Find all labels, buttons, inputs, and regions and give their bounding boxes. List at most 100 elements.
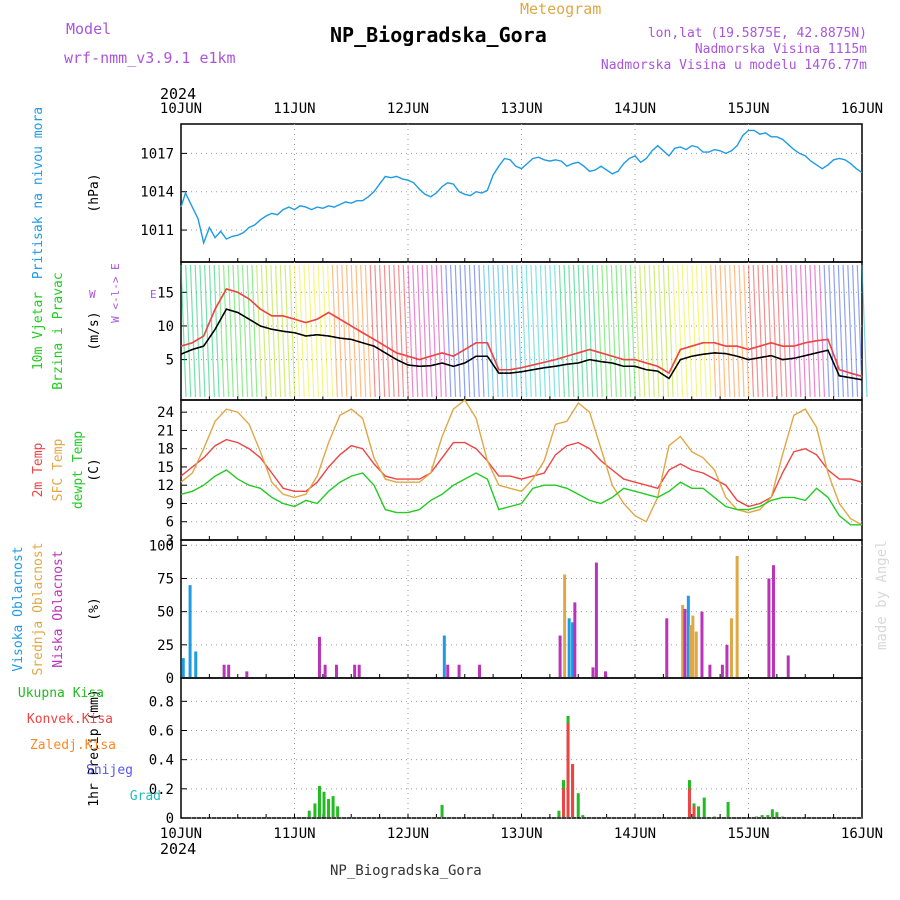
series-line-gust-top: [180, 288, 863, 378]
bar-low: [594, 562, 598, 677]
y-tick-label: 10: [157, 319, 174, 335]
wind-barb: [241, 264, 249, 398]
wind-barb: [218, 264, 225, 398]
wind-barb: [237, 264, 244, 398]
bar-low: [771, 565, 775, 677]
y-tick-label: 0.2: [149, 782, 174, 798]
wind-barb: [705, 264, 712, 398]
wind-barb: [293, 264, 301, 398]
wind-barb: [449, 264, 457, 398]
wind-barb: [204, 264, 211, 398]
wind-barb: [520, 264, 528, 398]
wind-barb: [530, 264, 537, 398]
y-tick-label: 75: [157, 571, 174, 587]
wind-barb: [695, 264, 703, 398]
wind-barb: [624, 264, 632, 398]
wind-barb: [431, 264, 438, 398]
wind-barb: [766, 264, 774, 398]
wind-barb: [785, 264, 792, 398]
y-tick-label: 21: [157, 423, 174, 439]
panel-label: Brzina i Pravac: [51, 272, 66, 389]
wind-barb: [781, 264, 788, 398]
y-tick-label: 1011: [140, 223, 174, 239]
wind-barb: [369, 264, 376, 398]
wind-barb-field: [180, 264, 868, 398]
bar-low: [227, 664, 231, 677]
wind-barb: [345, 264, 353, 398]
wind-barb: [676, 264, 684, 398]
bar-high: [181, 658, 185, 677]
y-tick-label: 15: [157, 460, 174, 476]
x-tick-label-bottom: 15JUN: [727, 826, 769, 842]
wind-barb: [662, 264, 669, 398]
bar-low: [573, 602, 577, 677]
wind-barb: [672, 264, 679, 398]
wind-barb: [539, 264, 547, 398]
wind-barb: [837, 264, 844, 398]
bar-total: [327, 799, 331, 817]
wind-barb: [861, 264, 868, 398]
wind-barb: [459, 264, 466, 398]
legend-entry-snow: Snijeg: [86, 763, 133, 778]
bar-mid: [681, 605, 685, 677]
wind-barb: [733, 264, 740, 398]
wind-barb: [653, 264, 660, 398]
bar-total: [760, 815, 764, 817]
bar-low: [446, 664, 450, 677]
y-tick-label: 1017: [140, 146, 174, 162]
wind-barb: [747, 264, 755, 398]
wind-barb: [667, 264, 674, 398]
bar-low: [457, 664, 461, 677]
y-tick-label: 25: [157, 638, 174, 654]
wind-barb: [180, 264, 187, 398]
y-tick-label: 5: [166, 353, 174, 369]
bar-low: [245, 671, 249, 677]
wind-barb: [426, 264, 433, 398]
wind-barb: [364, 264, 372, 398]
bar-total: [322, 791, 326, 817]
wind-barb: [322, 264, 329, 398]
wind-barb: [208, 264, 215, 398]
y-tick-label: 100: [149, 538, 174, 554]
y-tick-label: 12: [157, 478, 174, 494]
wind-barb: [312, 264, 320, 398]
bar-conv: [687, 788, 691, 817]
wind-barb: [776, 264, 783, 398]
x-axis-top: 10JUN 11JUN 12JUN 13JUN 14JUN 15JUN 16JUN: [160, 101, 883, 117]
wind-barb: [790, 264, 797, 398]
bar-total: [313, 803, 317, 817]
panel-wind: 5 10 15 (m/s) 10m Vjetar Brzina i Pravac W <-l…: [31, 261, 868, 401]
bar-total: [726, 801, 730, 817]
panel-label: Niska Oblacnost: [51, 550, 66, 667]
series-line-speed-top: [180, 308, 863, 381]
x-tick-label-bottom: 10JUN: [160, 826, 202, 842]
bar-total: [697, 806, 701, 817]
y-tick-label: 0: [166, 811, 174, 827]
bar-high: [571, 622, 575, 677]
wind-barb: [388, 264, 395, 398]
x-tick-label-top: 16JUN: [841, 101, 883, 117]
year-top: 2024: [160, 85, 196, 103]
wind-barb: [383, 264, 390, 398]
wind-barb: [284, 264, 291, 398]
wind-barb: [681, 264, 688, 398]
watermark: made by Angel: [874, 540, 890, 650]
series-line-dew: [180, 469, 862, 526]
wind-barb: [350, 264, 357, 398]
wind-barb: [799, 264, 807, 398]
x-tick-label-top: 11JUN: [273, 101, 315, 117]
wind-barb: [341, 264, 348, 398]
wind-barb: [591, 264, 599, 398]
wind-barb: [189, 264, 197, 398]
wind-barb: [379, 264, 386, 398]
panel-label: Visoka Oblacnost: [11, 546, 26, 671]
wind-barb: [686, 264, 693, 398]
wind-barb: [610, 264, 617, 398]
model-name: wrf-nmm_v3.9.1 e1km: [64, 49, 236, 67]
wind-barb: [445, 264, 452, 398]
bar-conv: [566, 723, 570, 817]
wind-barb: [842, 264, 849, 398]
bar-low: [603, 671, 607, 677]
compass-label: W <-l-> E: [109, 263, 122, 323]
